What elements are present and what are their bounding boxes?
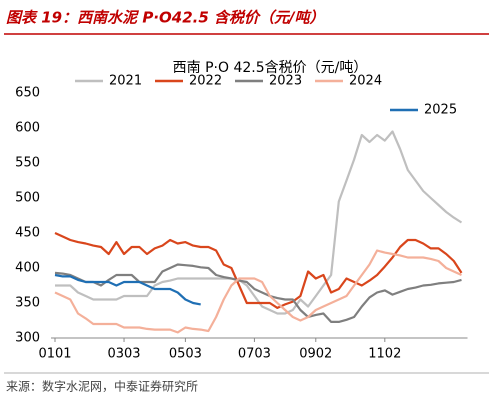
y-tick-label: 500 <box>15 191 40 206</box>
chart-title: 西南 P·O 42.5含税价（元/吨） <box>173 60 368 76</box>
x-tick-label: 0101 <box>38 347 71 362</box>
y-tick-label: 450 <box>15 226 40 241</box>
source: 来源：数字水泥网，中泰证券研究所 <box>6 379 198 394</box>
x-tick-label: 0703 <box>238 347 271 362</box>
legend-label: 2021 <box>109 74 142 89</box>
series-line <box>54 273 201 306</box>
series-line <box>54 231 463 309</box>
x-tick-label: 0303 <box>107 347 140 362</box>
series-line <box>54 249 462 334</box>
x-tick-label: 0902 <box>299 347 332 362</box>
y-tick-label: 650 <box>15 86 40 101</box>
legend-label: 2025 <box>424 103 457 118</box>
x-tick-label: 1102 <box>368 347 401 362</box>
header: 图表 19：西南水泥 P·O42.5 含税价（元/吨） <box>6 9 324 27</box>
legend-label: 2024 <box>349 74 382 89</box>
x-tick-label: 0503 <box>169 347 202 362</box>
legend-label: 2022 <box>189 74 222 89</box>
legend-label: 2023 <box>269 74 302 89</box>
y-tick-label: 600 <box>15 121 40 136</box>
y-tick-label: 300 <box>15 331 40 346</box>
y-tick-label: 400 <box>15 261 40 276</box>
y-tick-label: 350 <box>15 296 40 311</box>
y-tick-label: 550 <box>15 156 40 171</box>
series-line <box>54 263 462 323</box>
series-line <box>55 130 463 315</box>
